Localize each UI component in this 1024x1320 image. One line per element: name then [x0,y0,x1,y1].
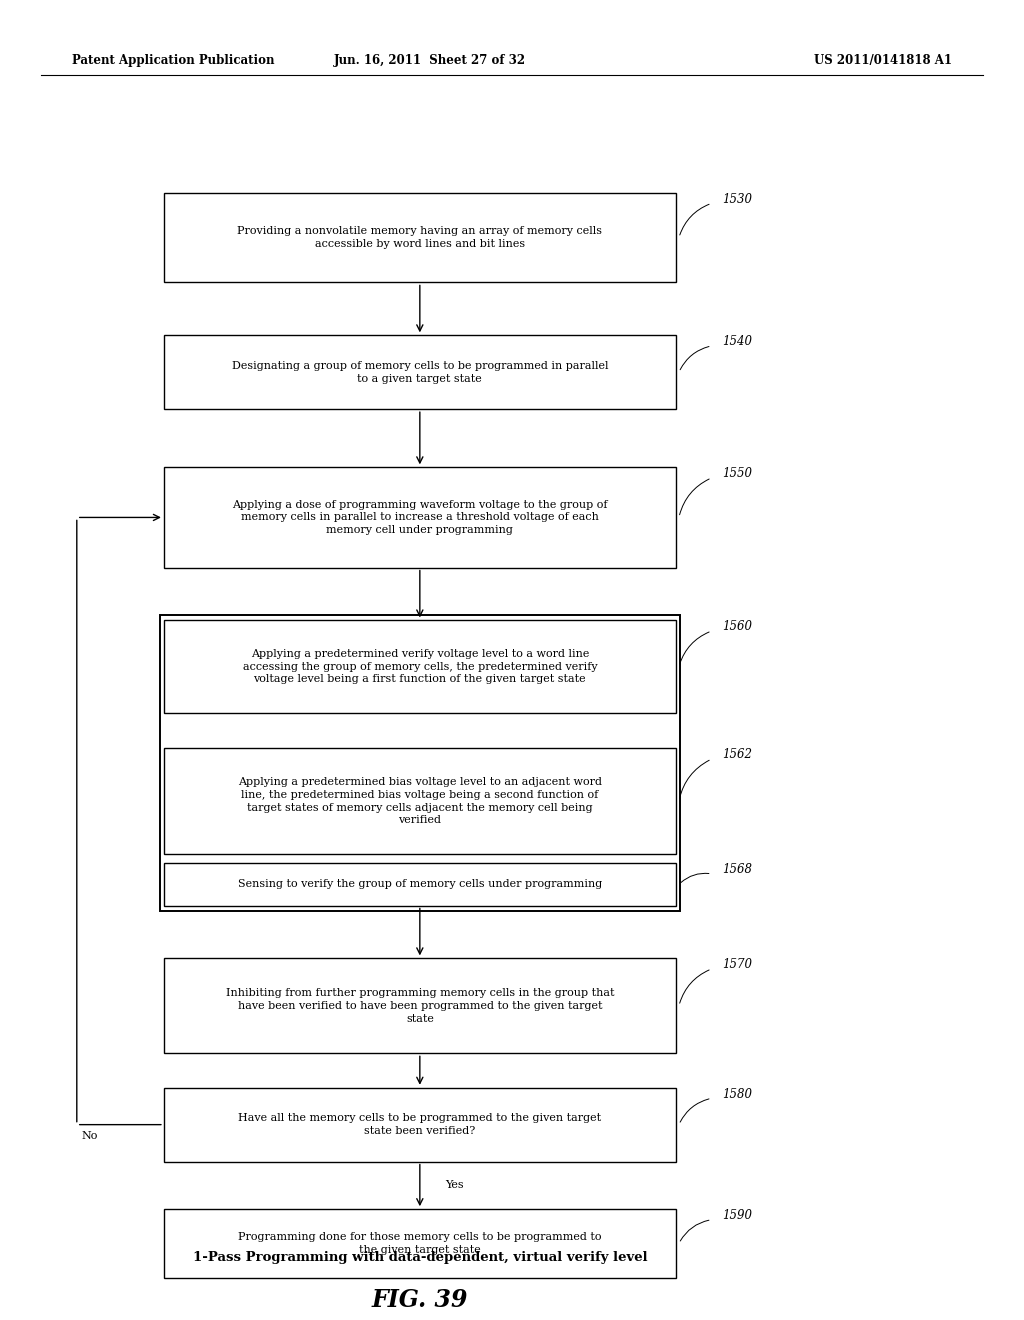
Text: 1568: 1568 [722,863,752,876]
Text: 1562: 1562 [722,748,752,762]
Bar [164,467,676,568]
Bar [164,748,676,854]
Text: 1580: 1580 [722,1088,752,1101]
Text: 1530: 1530 [722,193,752,206]
Text: Applying a predetermined verify voltage level to a word line
accessing the group: Applying a predetermined verify voltage … [243,649,597,684]
Text: Jun. 16, 2011  Sheet 27 of 32: Jun. 16, 2011 Sheet 27 of 32 [334,54,526,67]
Bar [164,1088,676,1162]
Bar [164,958,676,1053]
Text: FIG. 39: FIG. 39 [372,1288,468,1312]
Text: Applying a dose of programming waveform voltage to the group of
memory cells in : Applying a dose of programming waveform … [232,500,607,535]
Text: Patent Application Publication: Patent Application Publication [72,54,274,67]
Text: 1550: 1550 [722,467,752,480]
Text: Have all the memory cells to be programmed to the given target
state been verifi: Have all the memory cells to be programm… [239,1113,601,1137]
Text: 1-Pass Programming with data-dependent, virtual verify level: 1-Pass Programming with data-dependent, … [193,1251,647,1265]
Text: Designating a group of memory cells to be programmed in parallel
to a given targ: Designating a group of memory cells to b… [231,360,608,384]
Text: Yes: Yes [445,1180,464,1191]
Text: 1560: 1560 [722,620,752,634]
Text: No: No [82,1131,98,1142]
Text: US 2011/0141818 A1: US 2011/0141818 A1 [814,54,952,67]
Bar [164,863,676,906]
Text: Providing a nonvolatile memory having an array of memory cells
accessible by wor: Providing a nonvolatile memory having an… [238,226,602,249]
Bar [164,335,676,409]
Text: Applying a predetermined bias voltage level to an adjacent word
line, the predet: Applying a predetermined bias voltage le… [238,777,602,825]
Text: 1570: 1570 [722,958,752,972]
Text: 1590: 1590 [722,1209,752,1222]
Text: Inhibiting from further programming memory cells in the group that
have been ver: Inhibiting from further programming memo… [225,989,614,1023]
Text: Sensing to verify the group of memory cells under programming: Sensing to verify the group of memory ce… [238,879,602,890]
Bar [164,620,676,713]
Text: Programming done for those memory cells to be programmed to
the given target sta: Programming done for those memory cells … [239,1232,601,1255]
Text: 1540: 1540 [722,335,752,348]
Bar [164,1209,676,1278]
Bar [164,193,676,282]
Bar [160,615,680,911]
